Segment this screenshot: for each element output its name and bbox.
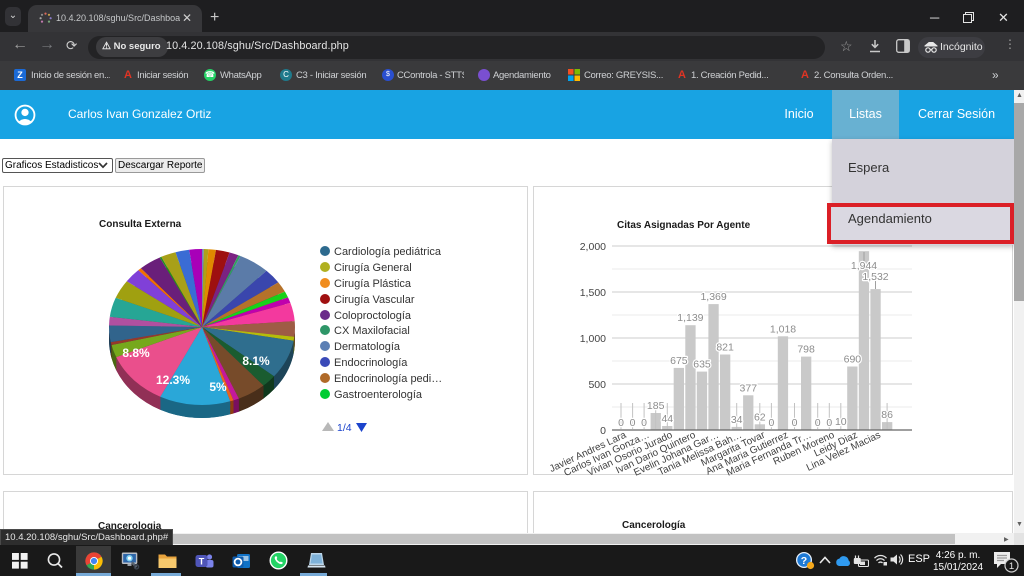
svg-text:1,500: 1,500 (580, 287, 606, 299)
svg-text:?: ? (801, 555, 807, 567)
svg-text:Endocrinología: Endocrinología (334, 357, 408, 369)
svg-text:0: 0 (826, 417, 832, 429)
svg-text:377: 377 (740, 382, 758, 394)
svg-text:1,018: 1,018 (770, 323, 796, 335)
svg-text:Cardiología pediátrica: Cardiología pediátrica (334, 246, 442, 258)
svg-text:Cirugía General: Cirugía General (334, 262, 412, 274)
svg-text:0: 0 (792, 417, 798, 429)
svg-text:690: 690 (844, 354, 862, 366)
svg-text:0: 0 (600, 425, 606, 437)
svg-text:0: 0 (768, 417, 774, 429)
svg-text:10: 10 (835, 416, 847, 428)
svg-text:62: 62 (754, 411, 766, 423)
svg-text:635: 635 (693, 359, 711, 371)
svg-text:Cirugía Vascular: Cirugía Vascular (334, 294, 415, 306)
svg-text:2,000: 2,000 (580, 241, 606, 253)
svg-text:185: 185 (647, 400, 665, 412)
svg-text:675: 675 (670, 355, 688, 367)
svg-text:0: 0 (641, 417, 647, 429)
svg-text:500: 500 (588, 379, 606, 391)
svg-text:Gastroenterología: Gastroenterología (334, 389, 423, 401)
svg-text:1,139: 1,139 (677, 312, 703, 324)
svg-text:Coloproctología: Coloproctología (334, 310, 412, 322)
svg-text:0: 0 (815, 417, 821, 429)
svg-text:0: 0 (630, 417, 636, 429)
svg-text:Cirugía Plástica: Cirugía Plástica (334, 278, 412, 290)
svg-text:798: 798 (797, 344, 815, 356)
svg-text:CX Maxilofacial: CX Maxilofacial (334, 325, 410, 337)
svg-text:0: 0 (618, 417, 624, 429)
svg-text:8.8%: 8.8% (122, 346, 150, 360)
svg-text:1,944: 1,944 (851, 260, 877, 272)
svg-text:12.3%: 12.3% (156, 373, 190, 387)
svg-text:T: T (199, 557, 205, 567)
svg-text:1,369: 1,369 (700, 291, 726, 303)
svg-text:1,532: 1,532 (862, 271, 888, 283)
svg-text:Dermatología: Dermatología (334, 341, 401, 353)
svg-text:Endocrinología pedi…: Endocrinología pedi… (334, 373, 442, 385)
svg-text:5%: 5% (209, 380, 227, 394)
svg-text:44: 44 (661, 413, 673, 425)
svg-text:1/4: 1/4 (337, 422, 352, 434)
svg-text:8.1%: 8.1% (242, 354, 270, 368)
svg-text:1: 1 (1009, 561, 1014, 572)
svg-text:86: 86 (881, 409, 893, 421)
svg-text:34: 34 (731, 414, 743, 426)
svg-text:1,000: 1,000 (580, 333, 606, 345)
svg-text:821: 821 (716, 342, 734, 354)
